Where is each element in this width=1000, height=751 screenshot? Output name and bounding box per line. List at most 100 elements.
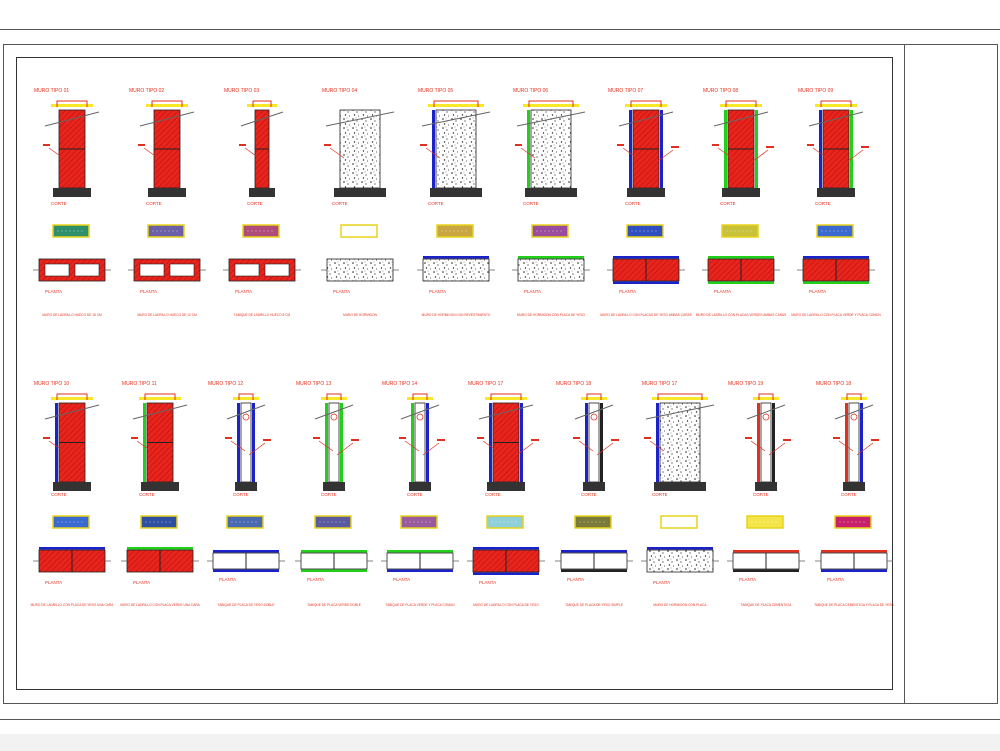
plan-face-bottom — [708, 281, 774, 284]
wall-type-note: TABIQUE DE LADRILLO HUECO 8 CM — [234, 313, 291, 317]
leader-line — [622, 147, 638, 159]
planta-label: PLANTA — [619, 289, 636, 294]
leader-tag-right — [437, 439, 445, 441]
floor-base — [755, 482, 777, 491]
drywall-core — [240, 402, 252, 483]
wall-type-note: MURO DE LADRILLO CON PLACAS VERDES AMBAS… — [696, 313, 787, 317]
plan-face-top — [423, 256, 489, 259]
slab-line — [240, 111, 284, 127]
leader-line — [48, 440, 64, 452]
face-layer-right — [860, 403, 863, 482]
plan-hollow — [44, 263, 70, 277]
plan-core — [422, 258, 490, 282]
bottom-status-bar — [0, 734, 1000, 751]
top-anchor — [758, 393, 774, 400]
face-layer-left — [527, 110, 530, 188]
wall-type-title: MURO TIPO 01 — [34, 88, 69, 94]
top-anchor — [630, 100, 662, 107]
face-layer-right — [755, 110, 758, 188]
plan-face-top — [733, 550, 799, 553]
wall-type-note: MURO DE HORMIGON CON REVESTIMIENTO — [422, 313, 491, 317]
face-layer-right — [772, 403, 775, 482]
floor-base — [430, 188, 482, 197]
leader-tag — [225, 437, 232, 439]
stud-marker — [330, 413, 338, 421]
wall-type-1-1: MURO TIPO 01 CORTE PLANTA MURO DE LADRILLO … — [33, 88, 111, 317]
leader-tag-right — [263, 439, 271, 441]
bottom-border-line — [0, 719, 1000, 720]
plan-face-bottom — [561, 569, 627, 572]
slab-line — [478, 404, 534, 420]
face-layer-right — [660, 110, 663, 188]
drywall-core — [760, 402, 772, 483]
plan-face-top — [647, 547, 713, 550]
corte-label: CORTE — [51, 201, 67, 206]
top-cap — [815, 104, 857, 107]
wall-type-note: TABIQUE DE PLACA VERDE DOBLE — [307, 603, 361, 607]
top-border-line — [0, 29, 1000, 30]
wall-type-1-7: MURO TIPO 07 CORTE PLANTA MURO DE LADRILLO … — [600, 88, 692, 317]
top-anchor — [326, 393, 342, 400]
slab-line — [421, 111, 491, 127]
slab-line — [516, 111, 586, 127]
leader-tag — [833, 437, 840, 439]
slab-line — [618, 111, 674, 127]
top-cap — [247, 104, 277, 107]
corte-label: CORTE — [51, 492, 67, 497]
drywall-core — [588, 402, 600, 483]
plan-face-bottom — [387, 569, 453, 572]
planta-label: PLANTA — [45, 289, 62, 294]
leader-line-right — [516, 442, 534, 456]
slab-line — [574, 404, 614, 420]
section-core — [339, 109, 381, 189]
leader-line — [318, 440, 334, 452]
leader-tag-right — [671, 146, 679, 148]
wall-type-title: MURO TIPO 05 — [418, 88, 453, 94]
planta-label: PLANTA — [45, 580, 62, 585]
face-layer-left — [432, 110, 435, 188]
wall-type-2-4: MURO TIPO 13 CORTE PLANTA TABIQUE DE PLACA … — [295, 381, 373, 607]
wall-type-1-3: MURO TIPO 03 CORTE PLANTA TABIQUE DE LADRIL… — [223, 88, 301, 317]
slab-line — [44, 111, 100, 127]
leader-line — [425, 147, 441, 159]
plan-face-top — [561, 550, 627, 553]
plan-face-top — [803, 256, 869, 259]
wall-type-note: MURO DE LADRILLO CON PLACAS DE YESO AMBA… — [600, 313, 692, 317]
top-cap — [407, 397, 433, 400]
slab-line — [808, 111, 864, 127]
wall-type-note: MURO DE HORMIGON CON PLACA — [653, 603, 707, 607]
leader-tag — [43, 144, 50, 146]
leader-line — [244, 147, 260, 159]
corte-label: CORTE — [523, 201, 539, 206]
top-cap — [51, 397, 93, 400]
leader-line-right — [336, 442, 354, 456]
face-layer-left — [819, 110, 822, 188]
top-cap — [753, 397, 779, 400]
top-cap — [139, 397, 181, 400]
wall-type-title: MURO TIPO 13 — [296, 381, 331, 387]
wall-type-title: MURO TIPO 17 — [468, 381, 503, 387]
wall-type-2-9: MURO TIPO 19 CORTE PLANTA TABIQUE DE PLACA … — [727, 381, 805, 607]
planta-label: PLANTA — [219, 577, 236, 582]
wall-type-note: MURO DE LADRILLO HUECO DE 12 CM — [137, 313, 197, 317]
plan-face-top — [39, 547, 105, 550]
floor-base — [654, 482, 706, 491]
face-layer-left — [325, 403, 328, 482]
slab-line — [132, 404, 188, 420]
wall-type-2-7: MURO TIPO 18 CORTE PLANTA TABIQUE DE PLACA … — [555, 381, 633, 607]
corte-label: CORTE — [485, 492, 501, 497]
top-cap — [51, 104, 93, 107]
planta-label: PLANTA — [429, 289, 446, 294]
face-layer-right — [520, 403, 523, 482]
top-anchor — [56, 100, 88, 107]
top-anchor — [238, 393, 254, 400]
planta-label: PLANTA — [524, 289, 541, 294]
leader-tag-right — [861, 146, 869, 148]
planta-label: PLANTA — [235, 289, 252, 294]
wall-type-2-6: MURO TIPO 17 CORTE PLANTA MURO DE LADRILLO … — [467, 381, 545, 607]
wall-type-note: MURO DE LADRILLO CON PLACA VERDE Y PLACA… — [791, 313, 881, 317]
planta-label: PLANTA — [827, 577, 844, 582]
section-core — [530, 109, 572, 189]
corte-label: CORTE — [332, 201, 348, 206]
